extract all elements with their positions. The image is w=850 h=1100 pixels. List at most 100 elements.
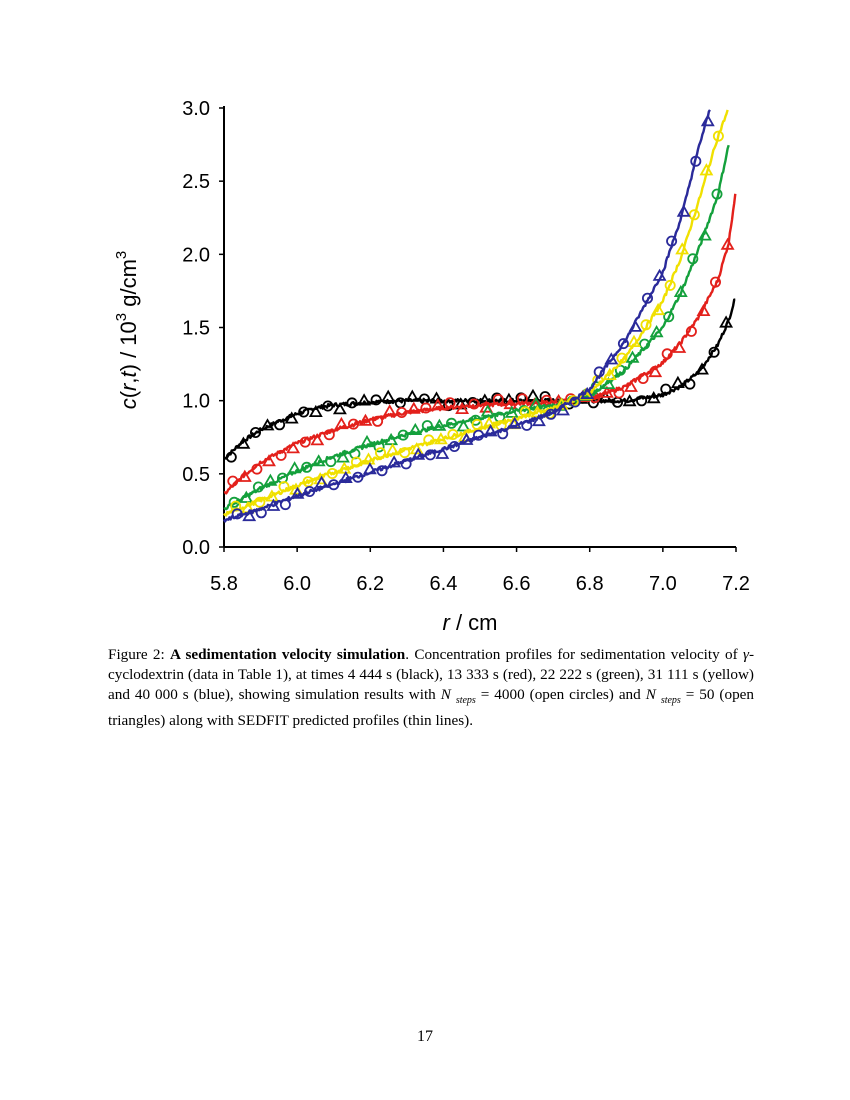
triangle-marker (334, 416, 349, 430)
circle-marker (278, 481, 290, 493)
page-number: 17 (417, 1028, 433, 1045)
triangle-marker (699, 163, 714, 176)
axes: 5.8 6.0 6.2 6.4 6.6 6.8 7.0 7.2 0.0 0.5 1.0 1.5 2.0 2… (182, 98, 750, 595)
triangle-marker (264, 489, 279, 502)
triangle-marker (260, 418, 275, 431)
circle-marker (468, 398, 480, 410)
y-tick-label: 2.5 (182, 171, 210, 193)
caption-gamma: γ (742, 646, 749, 663)
triangle-marker (507, 416, 522, 429)
circle-marker (255, 507, 267, 519)
circle-marker (444, 397, 456, 409)
y-tick-label: 1.5 (182, 318, 210, 340)
circle-marker (399, 447, 411, 459)
circle-marker (396, 406, 408, 418)
circle-marker (636, 395, 648, 407)
circle-marker (593, 366, 605, 378)
circle-marker (420, 402, 432, 414)
circle-marker (394, 397, 406, 409)
triangle-marker (430, 398, 445, 411)
circle-marker (613, 387, 625, 399)
triangle-marker (435, 446, 450, 459)
circle-marker (397, 429, 409, 441)
triangle-marker (310, 433, 325, 446)
triangle-marker (239, 490, 254, 503)
triangle-marker (649, 324, 664, 338)
triangle-marker (695, 362, 709, 375)
circle-marker (637, 372, 649, 384)
triangle-marker (455, 401, 470, 414)
y-tick-label: 0.5 (182, 464, 210, 486)
circle-marker (279, 499, 291, 511)
triangle-marker (459, 432, 474, 445)
triangle-marker (287, 461, 302, 474)
circle-marker (374, 447, 386, 459)
x-tick-label: 7.0 (649, 573, 677, 595)
circle-marker (227, 475, 239, 487)
triangle-marker (236, 436, 251, 449)
sedfit-line (223, 109, 729, 517)
triangle-marker (480, 404, 495, 417)
triangle-marker (601, 376, 616, 389)
circle-marker (569, 396, 581, 408)
series-31-111-s (223, 109, 729, 517)
triangle-marker (697, 228, 712, 241)
triangle-marker (675, 242, 690, 255)
triangle-marker (676, 204, 691, 217)
series-40-000-s (222, 109, 715, 523)
sedfit-line (223, 144, 730, 511)
x-tick-label: 5.8 (210, 573, 238, 595)
circle-marker (350, 456, 362, 468)
circle-marker (541, 394, 553, 406)
circle-marker (661, 348, 673, 360)
caption-text: -cyclodextrin (data in Table 1), at time… (108, 646, 754, 703)
circle-marker (373, 441, 385, 453)
triangle-marker (719, 315, 734, 328)
circle-marker (231, 508, 243, 520)
series-13-333-s (223, 193, 737, 495)
x-tick-label: 6.0 (283, 573, 311, 595)
circle-marker (328, 479, 340, 491)
triangle-marker (362, 462, 377, 475)
triangle-marker (290, 486, 305, 499)
circle-marker (710, 276, 722, 288)
triangle-marker (526, 388, 540, 401)
y-tick-label: 1.0 (182, 391, 210, 413)
circle-marker (325, 456, 337, 468)
triangle-marker (432, 418, 447, 431)
triangle-marker (311, 454, 326, 467)
triangle-marker (284, 411, 299, 424)
circle-marker (423, 434, 435, 446)
circle-marker (251, 463, 263, 475)
circle-marker (299, 436, 311, 448)
circle-marker (274, 419, 286, 431)
circle-marker (664, 279, 676, 291)
circle-marker (684, 378, 696, 390)
triangle-marker (242, 508, 257, 522)
y-tick-label: 2.0 (182, 244, 210, 266)
triangle-marker (358, 413, 373, 426)
circle-marker (519, 406, 531, 418)
triangle-marker (627, 334, 641, 347)
circle-marker (322, 400, 334, 412)
triangle-marker (382, 404, 397, 417)
triangle-marker (357, 393, 372, 406)
triangle-marker (483, 424, 498, 437)
circle-marker (376, 465, 388, 477)
sedfit-line (223, 193, 737, 495)
triangle-marker (406, 401, 421, 414)
circle-marker (497, 428, 509, 440)
triangle-marker (237, 469, 252, 482)
circle-marker (690, 155, 702, 167)
circle-marker (424, 449, 436, 461)
triangle-marker (604, 352, 619, 365)
circle-marker (447, 428, 459, 440)
triangle-marker (531, 413, 546, 427)
circle-marker (492, 393, 504, 405)
circle-marker (616, 352, 628, 364)
circle-marker (516, 393, 528, 405)
circle-marker (687, 253, 699, 265)
triangle-marker (599, 385, 614, 398)
triangle-marker (720, 237, 735, 250)
triangle-marker (672, 340, 687, 353)
